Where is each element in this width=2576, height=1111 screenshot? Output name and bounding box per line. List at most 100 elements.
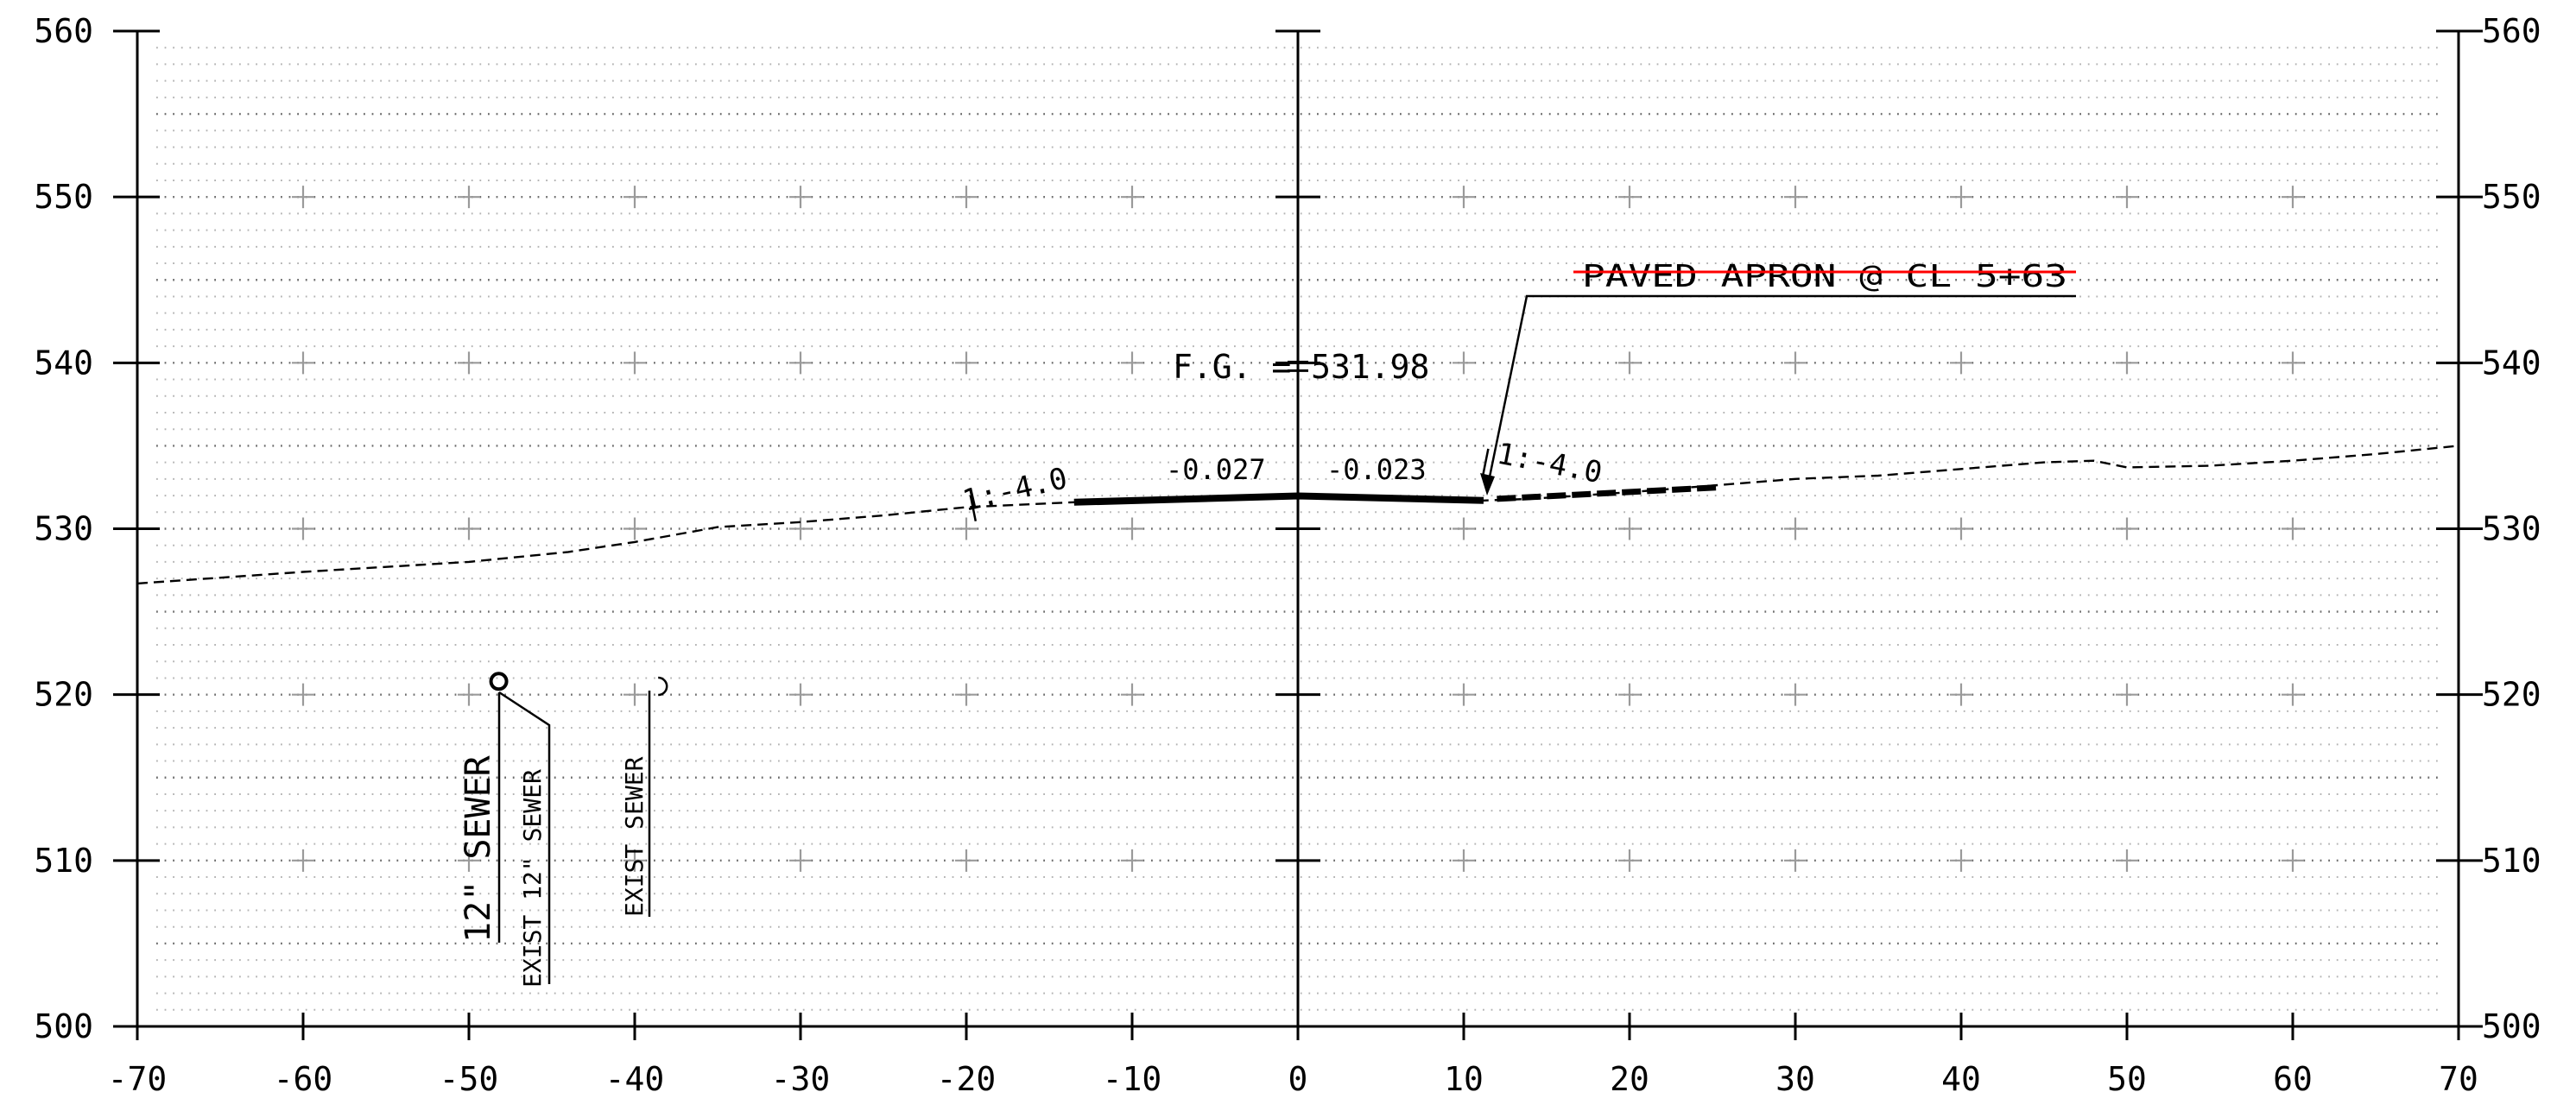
grid-cross — [2116, 186, 2138, 209]
sewer-markers — [489, 672, 668, 697]
fg-equals-mark — [1288, 360, 1308, 372]
grid-cross — [955, 683, 978, 706]
grid-cross — [1453, 186, 1475, 209]
apron-leader-arrow — [1480, 473, 1495, 496]
x-tick-label: 30 — [1775, 1060, 1815, 1098]
right-slope-tick — [1482, 448, 1490, 476]
grid-cross — [292, 517, 314, 540]
paved-apron-label: PAVED APRON @ CL 5+63 — [1582, 259, 2067, 294]
grid-cross — [1950, 351, 1972, 375]
y-tick-label-left: 540 — [34, 344, 93, 382]
grid-cross — [789, 351, 812, 375]
y-tick-label-right: 540 — [2482, 344, 2541, 382]
x-tick-label: -10 — [1103, 1060, 1162, 1098]
grid-cross — [1121, 351, 1143, 375]
grid-cross — [1784, 186, 1807, 209]
y-tick-label-right: 530 — [2482, 510, 2541, 548]
profile-lines — [136, 360, 2459, 585]
grid-cross — [955, 351, 978, 375]
sewer-pipe-circle — [489, 672, 509, 691]
grid-cross — [1784, 517, 1807, 540]
exist-sewer-label: EXIST SEWER — [620, 756, 649, 917]
fg-label: F.G. = 531.98 — [1173, 348, 1429, 386]
y-tick-label-right: 500 — [2482, 1007, 2541, 1045]
left-slope-label: 1:-4.0 — [959, 461, 1071, 519]
grid-cross — [292, 186, 314, 209]
grid-cross — [292, 849, 314, 872]
grid-cross — [1618, 517, 1641, 540]
grid-cross — [955, 517, 978, 540]
grid-cross — [1784, 849, 1807, 872]
grid-cross — [2116, 683, 2138, 706]
grid-cross — [623, 186, 646, 209]
grid-cross — [1453, 683, 1475, 706]
x-tick-label: 40 — [1941, 1060, 1981, 1098]
grade-right-label: -0.023 — [1326, 453, 1427, 486]
grid-cross — [458, 351, 480, 375]
grid-cross — [1618, 683, 1641, 706]
grid-cross — [1784, 351, 1807, 375]
x-tick-label: -50 — [440, 1060, 499, 1098]
grid-cross — [458, 517, 480, 540]
grid-cross — [1618, 186, 1641, 209]
y-tick-label-left: 500 — [34, 1007, 93, 1045]
grid-cross — [623, 351, 646, 375]
grid-cross — [955, 849, 978, 872]
grid-cross — [1950, 849, 1972, 872]
x-tick-label: -20 — [937, 1060, 997, 1098]
grid-cross — [2282, 517, 2304, 540]
right-slope-line — [1497, 484, 1721, 502]
y-tick-label-left: 530 — [34, 510, 93, 548]
x-tick-label: -60 — [274, 1060, 333, 1098]
grid-cross — [1950, 186, 1972, 209]
grid-cross — [789, 186, 812, 209]
grid-cross — [458, 186, 480, 209]
grid-cross — [1950, 517, 1972, 540]
x-tick-label: 20 — [1610, 1060, 1649, 1098]
grid-cross — [789, 849, 812, 872]
grid-cross — [623, 517, 646, 540]
grid-cross — [623, 849, 646, 872]
y-tick-label-left: 510 — [34, 842, 93, 880]
apron-leader-line — [1485, 294, 2076, 490]
grid-cross — [292, 683, 314, 706]
right-slope-label: 1:-4.0 — [1494, 437, 1604, 491]
left-slope-tick — [969, 495, 978, 521]
grid-cross — [623, 683, 646, 706]
exist-12-leader-line — [498, 691, 551, 984]
y-tick-label-right: 560 — [2482, 12, 2541, 50]
grid-cross — [292, 351, 314, 375]
y-tick-label-left: 520 — [34, 676, 93, 714]
x-tick-label: -30 — [771, 1060, 831, 1098]
y-tick-label-right: 510 — [2482, 842, 2541, 880]
grid-cross — [1121, 186, 1143, 209]
grid-cross — [1121, 849, 1143, 872]
x-tick-label: 70 — [2439, 1060, 2478, 1098]
x-tick-label: 10 — [1444, 1060, 1484, 1098]
grid-cross — [2116, 351, 2138, 375]
grid-cross — [1453, 517, 1475, 540]
grid-cross — [2282, 849, 2304, 872]
grid-cross — [789, 517, 812, 540]
grid-cross — [2282, 186, 2304, 209]
grid-cross — [955, 186, 978, 209]
grid-cross — [458, 849, 480, 872]
sewer-12-label: 12" SEWER — [459, 754, 498, 943]
grid-cross — [1618, 849, 1641, 872]
proposed-section-line — [1073, 492, 1484, 506]
grid-cross — [1453, 351, 1475, 375]
grid-cross — [1618, 351, 1641, 375]
grid-cross — [1121, 683, 1143, 706]
tick-marks — [113, 29, 2483, 1040]
exist-12-sewer-label: EXIST 12" SEWER — [518, 769, 547, 988]
grid-cross — [2116, 517, 2138, 540]
x-tick-label: 50 — [2107, 1060, 2147, 1098]
grid-cross — [1453, 849, 1475, 872]
grid-cross — [1121, 517, 1143, 540]
grid-cross — [2282, 351, 2304, 375]
x-tick-label: 0 — [1288, 1060, 1308, 1098]
grid-cross — [458, 683, 480, 706]
y-tick-label-left: 550 — [34, 178, 93, 216]
